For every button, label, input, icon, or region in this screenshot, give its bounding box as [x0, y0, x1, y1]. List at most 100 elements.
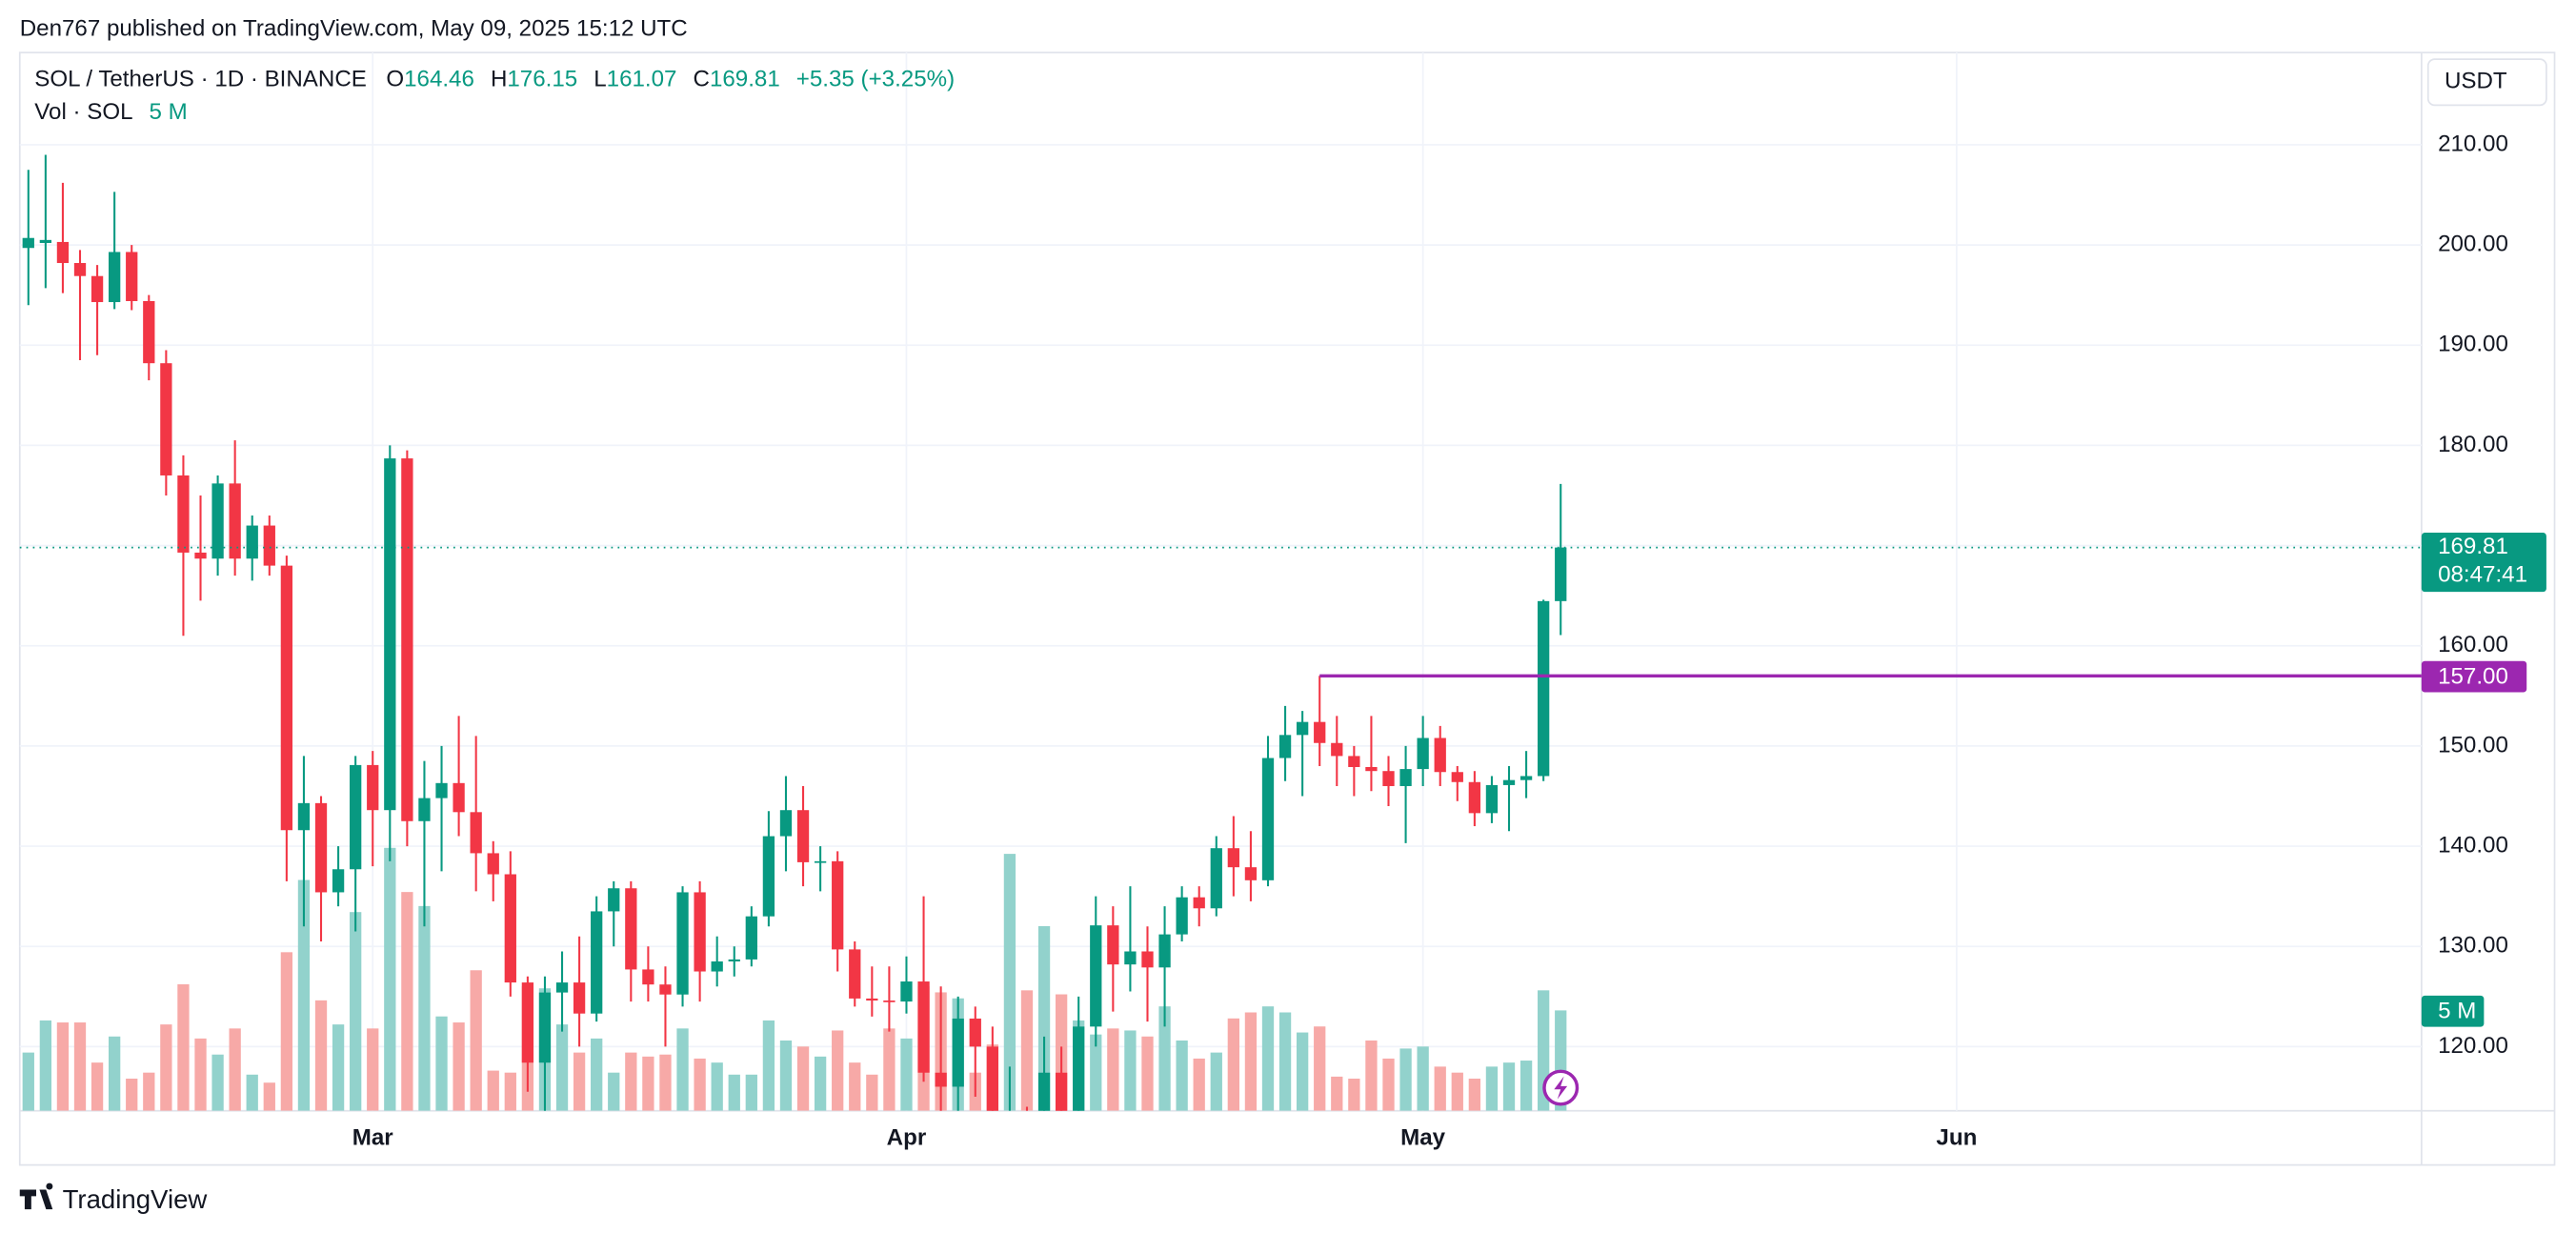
overlay: 120.00130.00140.00150.00160.00170.00180.… [19, 131, 2546, 1150]
volume-bar [160, 1024, 172, 1111]
volume-bar [1314, 1026, 1326, 1111]
candle-body [1434, 738, 1446, 773]
candle-body [1210, 848, 1222, 909]
candle-body [384, 458, 396, 811]
volume-bar [1451, 1072, 1463, 1111]
x-tick-label: Apr [887, 1124, 927, 1150]
candle-body [143, 300, 155, 364]
y-tick-label: 140.00 [2438, 832, 2508, 858]
volume-axis-label: 5 M [2438, 998, 2476, 1023]
last-price-box [2421, 533, 2546, 593]
grid [19, 52, 2422, 1111]
candle-body [1261, 758, 1275, 880]
candle-body [1365, 766, 1378, 772]
currency[interactable]: USDT [2445, 69, 2507, 94]
candle-body [642, 969, 654, 985]
candle-body [263, 525, 275, 566]
candle-body [625, 888, 637, 970]
volume-bar [453, 1022, 465, 1111]
x-tick-label: Mar [352, 1124, 394, 1150]
candle-body [314, 802, 328, 893]
candle-body [900, 981, 913, 1002]
legend-line: SOL / TetherUS · 1D · BINANCE O164.46 H1… [34, 67, 955, 92]
close-label: C [694, 67, 710, 92]
volume-bar [1296, 1032, 1309, 1111]
candle-body [1314, 721, 1326, 743]
low-label: L [594, 67, 606, 92]
candle-body [762, 836, 775, 917]
candle-body [1244, 867, 1258, 880]
volume-bar [280, 952, 293, 1111]
candle-body [1382, 771, 1395, 786]
volume-bar [246, 1074, 258, 1111]
volume-bar [229, 1028, 241, 1111]
volume-bar [401, 892, 413, 1111]
candle-body [969, 1018, 981, 1047]
candle-body [935, 1072, 947, 1087]
volume-bar [694, 1058, 706, 1111]
countdown: 08:47:41 [2438, 561, 2527, 587]
close-value: 169.81 [710, 67, 780, 92]
candle-body [470, 812, 482, 854]
volume-bar [1158, 1006, 1171, 1111]
volume-bar [1468, 1079, 1481, 1111]
candle-body [435, 782, 448, 798]
change: +5.35 (+3.25%) [796, 67, 955, 92]
volume-bar [1278, 1012, 1292, 1111]
currency-button[interactable] [2426, 58, 2547, 107]
y-tick-label: 120.00 [2438, 1033, 2508, 1059]
event-bolt [1554, 1076, 1568, 1100]
volume-legend: Vol · SOL 5 M [34, 99, 188, 125]
candle-body [39, 239, 52, 243]
volume-bar [1261, 1006, 1275, 1111]
volume-bar [1090, 1034, 1102, 1111]
volume-bar [1037, 925, 1051, 1111]
y-tick-label: 180.00 [2438, 432, 2508, 457]
candle-body [1451, 772, 1463, 782]
candle-body [160, 363, 172, 475]
candle-body [676, 892, 689, 995]
candle-body [883, 1001, 896, 1002]
candle-body [745, 916, 757, 960]
volume-bar [1141, 1036, 1154, 1111]
x-tick-label: Jun [1936, 1124, 1977, 1150]
volume-value: 5 M [150, 99, 188, 125]
volume-bar [211, 1054, 224, 1111]
candle-body [109, 252, 121, 303]
volume-bar [504, 1072, 516, 1111]
open-label: O [386, 67, 404, 92]
volume-bar [728, 1074, 740, 1111]
candle-body [779, 810, 793, 837]
y-tick-label: 150.00 [2438, 732, 2508, 758]
volume-bar [573, 1052, 586, 1111]
volume-bar [849, 1062, 861, 1111]
volume-bar [487, 1070, 499, 1111]
symbol-title: SOL / TetherUS · 1D · BINANCE [34, 67, 367, 92]
volume-bar [1331, 1076, 1343, 1111]
candle-body [608, 888, 620, 912]
level-label: 157.00 [2438, 663, 2508, 689]
volume-bar [39, 1020, 52, 1111]
high-value: 176.15 [507, 67, 577, 92]
volume-bar [1107, 1028, 1119, 1111]
volume-bar [1348, 1079, 1360, 1111]
footer-logo: TradingView [19, 1182, 207, 1214]
candles [22, 154, 1567, 1111]
candle-body [1073, 1026, 1085, 1111]
candle-body [177, 475, 190, 553]
candle-body [917, 981, 930, 1073]
volume-bar [796, 1046, 810, 1111]
candle-body [194, 552, 207, 559]
candle-body [56, 241, 70, 264]
open-value: 164.46 [404, 67, 474, 92]
candle-body [849, 949, 861, 999]
candle-body [1193, 897, 1205, 909]
volume-bar [745, 1074, 757, 1111]
y-tick-label: 210.00 [2438, 131, 2508, 156]
candle-body [832, 860, 844, 950]
candle-body [1055, 1072, 1068, 1111]
candle-body [591, 911, 603, 1014]
volume-bar [1244, 1012, 1258, 1111]
candle-body [538, 992, 552, 1063]
